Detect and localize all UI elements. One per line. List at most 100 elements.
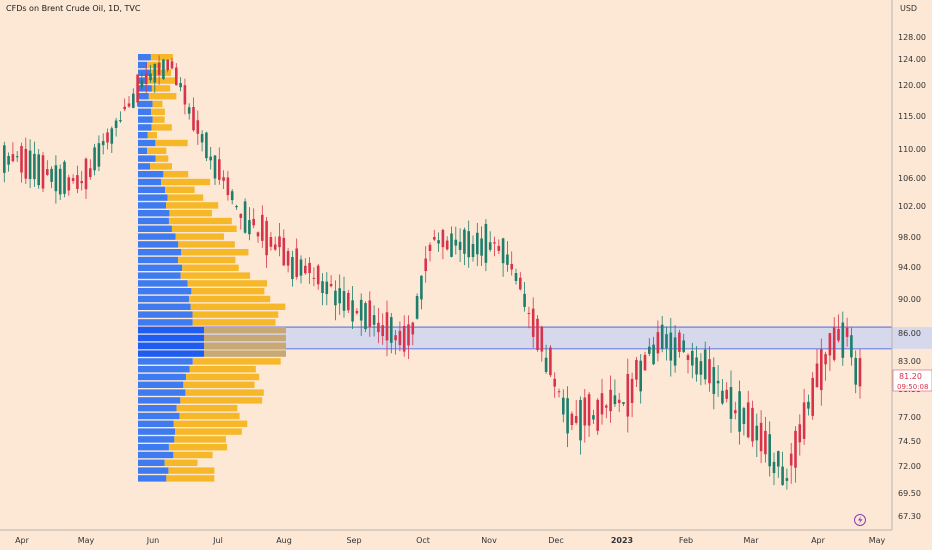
time-tick: Oct [416,536,430,545]
vp-left-bar [138,366,190,373]
vp-right-bar [204,350,286,357]
candle-body [845,327,849,337]
vp-right-bar [151,124,172,131]
vp-right-bar [150,163,172,170]
price-tick: 94.00 [898,263,921,272]
vp-right-bar [182,264,239,271]
candle-body [433,237,436,240]
vp-left-bar [138,194,168,201]
vp-left-bar [138,225,172,232]
vp-left-bar [138,54,151,61]
vp-left-bar [138,249,182,256]
price-tick: 77.00 [898,413,921,422]
vp-right-bar [179,412,240,420]
vp-left-bar [138,233,176,240]
candle-body [734,410,737,414]
price-axis: 128.00 124.00 120.00 115.00 110.00 106.00 102.… [898,33,926,521]
vp-right-bar [181,249,249,256]
candle-body [209,156,212,161]
candle-body [807,401,810,409]
vp-left-bar [138,100,153,108]
vp-right-bar [175,233,224,240]
candle-body [226,177,230,196]
vp-left-bar [138,303,191,310]
vp-right-bar [167,194,204,201]
candle-body [394,335,397,341]
candle-body [243,201,247,233]
vp-right-bar [190,303,286,310]
candle-body [777,451,780,467]
candle-body [304,265,307,274]
vp-left-bar [138,61,148,69]
vp-left-bar [138,397,181,404]
time-tick: Apr [811,536,826,545]
candle-body [574,416,578,423]
vp-left-bar [138,116,153,123]
vp-left-bar [138,311,193,318]
candle-body [605,405,608,408]
candle-body [41,155,45,189]
vp-right-bar [166,202,219,209]
candle-body [84,158,88,190]
vp-right-bar [171,225,237,232]
vp-right-bar [169,210,212,217]
vp-right-bar [173,451,213,459]
candle-body [639,360,642,392]
candle-body [334,290,337,306]
candle-body [50,168,53,182]
candle-body [553,378,556,387]
candle-body [76,175,79,189]
vp-left-bar [138,241,179,248]
candle-body [652,344,655,365]
vp-right-bar [185,373,260,381]
time-tick: Dec [548,536,563,545]
candle-body [398,330,402,346]
price-tick: 115.00 [898,112,926,121]
candle-body [630,378,634,403]
candle-body [531,308,535,337]
candle-body [579,399,582,441]
candle-body [170,61,174,69]
vp-left-bar [138,412,180,420]
candle-body [424,258,427,272]
price-tick: 67.30 [898,512,921,521]
candle-body [613,395,617,405]
vp-left-bar [138,381,184,388]
candle-body [7,155,10,165]
candle-body [325,281,329,295]
vp-right-bar [147,147,167,154]
candle-body [166,59,169,71]
candle-body [523,293,526,307]
candle-body [682,340,685,352]
price-tick: 98.00 [898,233,921,242]
candle-body [493,242,496,244]
candle-body [89,168,92,178]
vp-right-bar [165,186,195,193]
bolt-icon[interactable] [854,514,866,526]
vp-left-bar [138,155,156,162]
candle-body [592,415,595,420]
candle-body [80,181,83,184]
candle-body [635,359,638,380]
vp-right-bar [168,467,215,474]
candle-body [11,154,15,162]
candle-body [37,154,40,186]
vp-left-bar [138,256,178,264]
vp-left-bar [138,210,170,217]
last-price: 81.20 [899,372,922,381]
vp-left-bar [138,147,148,154]
candle-body [798,424,802,443]
currency-unit: USD [900,4,918,13]
candle-body [703,349,707,380]
candle-body [802,402,806,439]
price-tick: 83.00 [898,357,921,366]
vp-left-bar [138,202,167,209]
candle-body [729,387,733,419]
time-tick: May [869,536,886,545]
vp-right-bar [192,311,279,318]
time-tick: Sep [346,536,361,545]
candle-body [622,402,625,404]
vp-left-bar [138,350,204,357]
candle-body [488,242,492,250]
